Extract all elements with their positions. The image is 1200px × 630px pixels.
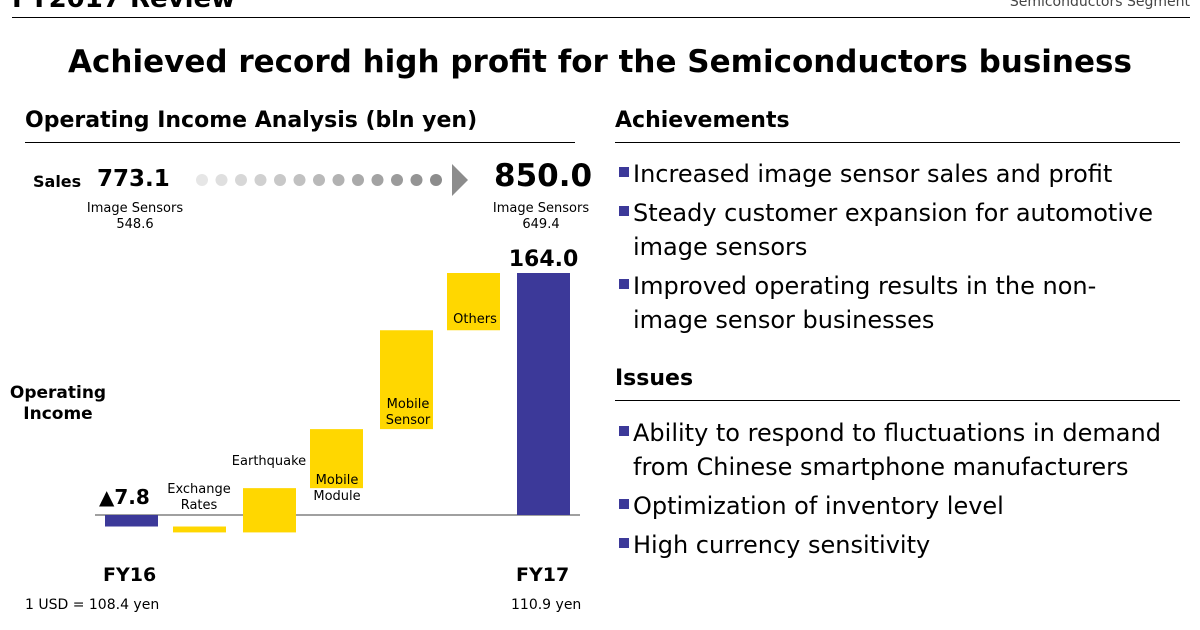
issues-divider bbox=[615, 400, 1180, 401]
sales-fy16: 773.1 bbox=[97, 166, 170, 192]
achievement-item-text: Steady customer expansion for automotive bbox=[633, 199, 1153, 227]
achievement-item-text: Improved operating results in the non- bbox=[633, 272, 1097, 300]
image-sensors-fy16: Image Sensors 548.6 bbox=[70, 201, 200, 233]
segment-label: Semiconductors Segment bbox=[1009, 0, 1190, 10]
bullet-square-icon bbox=[619, 167, 629, 177]
x-label-fy17: FY17 bbox=[516, 564, 570, 586]
page-title: FY2017 Review bbox=[12, 0, 235, 14]
achievements-divider bbox=[615, 142, 1180, 143]
y-axis-label-line2: Income bbox=[23, 404, 93, 424]
bullet-square-icon bbox=[619, 538, 629, 548]
category-label-exchange-rates: Exchange Rates bbox=[167, 482, 231, 513]
arrow-head-icon bbox=[452, 164, 468, 196]
chart-section-title: Operating Income Analysis (bln yen) bbox=[25, 108, 478, 133]
progress-dot bbox=[293, 174, 306, 186]
issue-item-text: High currency sensitivity bbox=[633, 531, 931, 559]
progress-dot bbox=[215, 174, 228, 186]
bar-fy17 bbox=[517, 273, 570, 515]
progress-dot bbox=[313, 174, 325, 186]
category-label-mobile-module: Mobile Module bbox=[313, 473, 360, 504]
bar-mobile-sensor bbox=[380, 330, 433, 430]
bar-exchange-rates bbox=[173, 526, 226, 533]
value-label-fy17: 164.0 bbox=[509, 247, 579, 272]
sales-fy17: 850.0 bbox=[494, 158, 593, 194]
bar-earthquake bbox=[243, 488, 296, 533]
headline: Achieved record high profit for the Semi… bbox=[68, 44, 1132, 80]
achievement-item-text: image sensors bbox=[633, 233, 808, 261]
category-label-others: Others bbox=[453, 312, 497, 327]
image-sensors-fy17: Image Sensors 649.4 bbox=[476, 201, 606, 233]
category-label-earthquake: Earthquake bbox=[232, 454, 306, 469]
x-label-fy16: FY16 bbox=[103, 564, 157, 586]
sales-growth-arrow bbox=[196, 164, 468, 196]
bullet-square-icon bbox=[619, 499, 629, 509]
category-label-mobile-sensor: Mobile Sensor bbox=[386, 397, 431, 428]
fx-rate-fy17: 110.9 yen bbox=[511, 597, 582, 613]
progress-dot bbox=[254, 174, 267, 186]
bar-fy16 bbox=[105, 515, 158, 527]
bullet-square-icon bbox=[619, 279, 629, 289]
progress-dot bbox=[410, 174, 423, 186]
achievement-item-text: image sensor businesses bbox=[633, 306, 935, 334]
issues-title: Issues bbox=[615, 366, 694, 391]
fx-rate-fy16: 1 USD = 108.4 yen bbox=[25, 597, 160, 613]
progress-dot bbox=[371, 174, 384, 186]
chart-section-divider bbox=[25, 142, 575, 143]
progress-dot bbox=[235, 174, 247, 186]
achievement-item-text: Increased image sensor sales and profit bbox=[633, 160, 1113, 188]
progress-dot bbox=[332, 174, 345, 186]
progress-dot bbox=[430, 174, 442, 186]
bullet-square-icon bbox=[619, 426, 629, 436]
bar-mobile-module bbox=[310, 429, 363, 489]
bullet-square-icon bbox=[619, 206, 629, 216]
header-divider bbox=[12, 17, 1190, 18]
progress-dot bbox=[352, 174, 364, 186]
progress-dot bbox=[196, 174, 208, 186]
value-label-fy16: ▲7.8 bbox=[99, 485, 150, 509]
achievements-title: Achievements bbox=[615, 108, 790, 133]
sales-label: Sales bbox=[33, 172, 82, 191]
issue-item-text: from Chinese smartphone manufacturers bbox=[633, 453, 1129, 481]
issue-item-text: Ability to respond to fluctuations in de… bbox=[633, 419, 1161, 447]
issue-item-text: Optimization of inventory level bbox=[633, 492, 1004, 520]
image-sensors-label-fy16: Image Sensors bbox=[86, 201, 184, 216]
y-axis-label-line1: Operating bbox=[9, 383, 107, 403]
image-sensors-label-fy17: Image Sensors bbox=[492, 201, 590, 216]
image-sensors-value-fy16: 548.6 bbox=[116, 217, 154, 232]
y-axis-label: Operating Income bbox=[0, 383, 116, 425]
progress-dot bbox=[391, 174, 403, 186]
bar-others bbox=[447, 273, 500, 331]
image-sensors-value-fy17: 649.4 bbox=[522, 217, 560, 232]
progress-dot bbox=[274, 174, 286, 186]
